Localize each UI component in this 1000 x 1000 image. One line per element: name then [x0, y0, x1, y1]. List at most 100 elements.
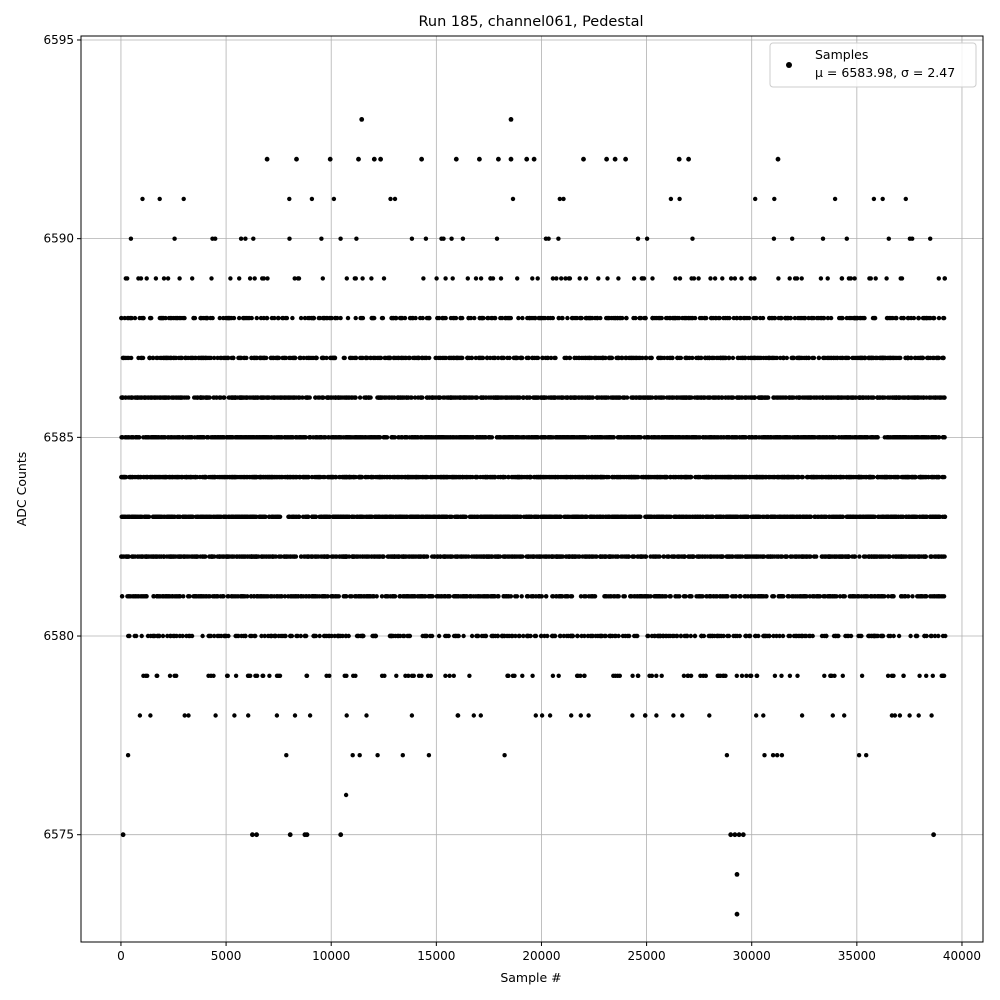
- data-point: [787, 276, 792, 281]
- data-point: [208, 633, 214, 639]
- data-point: [574, 315, 580, 321]
- data-point: [344, 594, 349, 599]
- data-point: [720, 276, 725, 281]
- data-point: [771, 236, 777, 241]
- data-point: [928, 236, 933, 241]
- data-point: [840, 673, 845, 678]
- data-point: [564, 355, 569, 361]
- data-point: [794, 276, 800, 281]
- data-point: [157, 196, 162, 202]
- data-point: [907, 236, 913, 241]
- data-point: [379, 594, 385, 599]
- data-point: [174, 673, 179, 678]
- data-point: [231, 315, 237, 321]
- data-point: [309, 196, 315, 202]
- data-point: [936, 276, 941, 281]
- data-point: [897, 713, 903, 718]
- data-point: [211, 514, 217, 519]
- data-point: [840, 594, 846, 599]
- data-point: [605, 276, 610, 281]
- data-point: [739, 276, 744, 281]
- data-point: [344, 276, 349, 281]
- data-point: [762, 753, 767, 758]
- data-point: [375, 753, 380, 758]
- data-point: [225, 673, 230, 678]
- data-point: [763, 594, 769, 599]
- data-point: [812, 395, 817, 400]
- data-point: [153, 276, 159, 281]
- data-point: [795, 673, 800, 678]
- data-point: [392, 196, 398, 202]
- data-point: [624, 315, 629, 321]
- data-point: [930, 673, 935, 678]
- data-point: [451, 633, 457, 639]
- data-point: [578, 594, 584, 599]
- data-point: [929, 713, 934, 718]
- data-point: [821, 355, 827, 361]
- data-point: [276, 673, 281, 678]
- data-point: [890, 594, 895, 599]
- data-point: [577, 276, 582, 281]
- data-point: [369, 276, 374, 281]
- data-point: [907, 713, 912, 718]
- data-point: [300, 395, 305, 400]
- data-point: [661, 554, 667, 559]
- data-point: [224, 435, 229, 440]
- data-point: [298, 633, 303, 639]
- data-point: [543, 594, 549, 599]
- data-point: [779, 673, 784, 678]
- data-point: [478, 276, 484, 281]
- data-point: [516, 633, 521, 639]
- data-point: [582, 673, 587, 678]
- data-point: [754, 673, 759, 678]
- data-point: [147, 315, 153, 321]
- data-point: [465, 276, 470, 281]
- data-point: [545, 315, 551, 321]
- data-point: [213, 236, 218, 241]
- data-point: [212, 355, 217, 361]
- data-point: [394, 673, 399, 678]
- data-point: [756, 633, 761, 639]
- data-point: [254, 673, 260, 678]
- data-point: [239, 594, 244, 599]
- data-point: [853, 355, 858, 361]
- data-point: [160, 633, 166, 639]
- data-point: [248, 673, 253, 678]
- data-point: [443, 673, 448, 678]
- data-point: [506, 673, 511, 678]
- data-point: [885, 673, 891, 678]
- data-point: [688, 633, 693, 639]
- data-point: [547, 713, 553, 718]
- data-point: [583, 276, 589, 281]
- data-point: [556, 236, 561, 241]
- data-point: [787, 673, 793, 678]
- data-point: [936, 315, 942, 321]
- data-point: [450, 276, 455, 281]
- data-point: [871, 196, 877, 202]
- data-point: [741, 315, 746, 321]
- data-point: [754, 713, 759, 718]
- data-point: [461, 633, 466, 639]
- data-point: [539, 713, 545, 718]
- data-point: [324, 673, 329, 678]
- data-point: [172, 236, 177, 241]
- data-point: [343, 792, 349, 798]
- data-point: [473, 276, 479, 281]
- data-point: [844, 236, 849, 241]
- data-point: [485, 315, 490, 321]
- data-point: [663, 315, 669, 321]
- data-point: [578, 713, 583, 718]
- data-point: [165, 276, 171, 281]
- data-point: [677, 315, 682, 321]
- data-point: [447, 673, 452, 678]
- data-point: [864, 753, 869, 758]
- data-point: [434, 276, 439, 281]
- data-point: [532, 633, 537, 639]
- data-point: [916, 713, 921, 718]
- data-point: [550, 276, 556, 281]
- data-point: [556, 673, 561, 678]
- data-point: [331, 196, 337, 202]
- data-point: [654, 673, 659, 678]
